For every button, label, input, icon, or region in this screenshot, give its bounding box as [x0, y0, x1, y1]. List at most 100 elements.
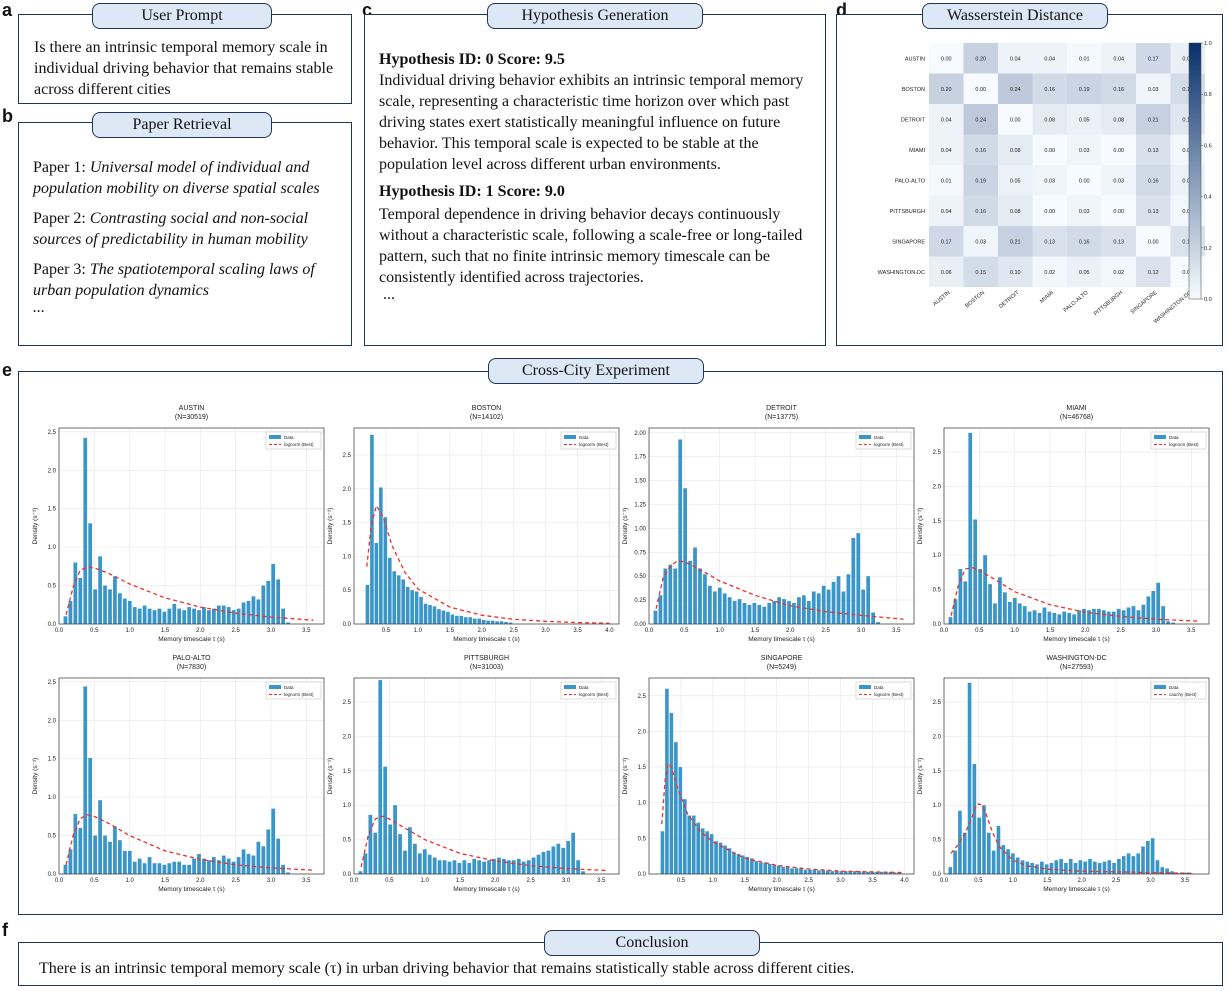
legend-swatch-data [859, 435, 871, 439]
histogram-bar [821, 870, 826, 874]
heatmap-row-label: DETROIT [901, 117, 926, 123]
histogram-bar [777, 597, 782, 624]
histogram-bar [893, 872, 897, 874]
histogram-bar [1093, 861, 1097, 874]
histogram-bar [152, 863, 157, 874]
histogram-bar [192, 858, 196, 874]
histogram-title: AUSTIN [179, 405, 205, 412]
legend-label: Data [579, 435, 589, 440]
histogram-bar [142, 863, 147, 874]
x-tick-label: 3.5 [868, 878, 877, 884]
histogram-bar [875, 871, 879, 874]
histogram-bar [368, 814, 373, 874]
histogram-bar [772, 601, 777, 624]
heatmap-value: 0.21 [1010, 239, 1021, 245]
heatmap-cell [1067, 134, 1102, 165]
histogram-title: PITTSBURGH [464, 655, 509, 662]
x-tick-label: 2.0 [1077, 878, 1086, 884]
paper-item: Paper 2: Contrasting social and non-soci… [33, 208, 343, 250]
heatmap-value: 0.17 [941, 239, 952, 245]
x-tick-label: 1.5 [161, 628, 170, 634]
histogram-bar [1025, 861, 1030, 874]
histogram-singapore: SINGAPORE (N=5249) 0.0 0.5 1.0 1.5 2.0 2.5 0.5 1.… [622, 655, 915, 893]
histogram-bar [888, 871, 893, 874]
histogram-bar [455, 615, 459, 624]
hypothesis-box: Hypothesis ID: 0 Score: 9.5 Individual d… [364, 14, 826, 346]
hypothesis-header: Hypothesis Generation [487, 3, 703, 29]
histogram-bar [256, 841, 261, 874]
heatmap-value: 0.04 [1113, 56, 1124, 62]
histogram-bar [383, 517, 388, 624]
heatmap-cell [1067, 43, 1102, 74]
histogram-bar [410, 590, 414, 624]
x-tick-label: 2.0 [196, 628, 205, 634]
colorbar-tick-label: 0.0 [1204, 297, 1212, 303]
histogram-bar [177, 608, 182, 624]
histogram-bar [821, 585, 826, 624]
histogram-bar [967, 682, 972, 874]
histogram-bar [502, 858, 506, 874]
histogram-bar [281, 864, 285, 874]
histogram-bar [848, 871, 852, 874]
histogram-bar [972, 763, 977, 874]
histogram-bar [566, 840, 571, 874]
heatmap-cell [1032, 195, 1067, 226]
heatmap-cell [929, 73, 964, 104]
heatmap-value: 0.10 [1182, 117, 1193, 123]
histogram-bar [1011, 853, 1015, 874]
panel-letter-d: d [836, 0, 847, 20]
histogram-bar [187, 607, 192, 624]
x-tick-label: 3.0 [857, 628, 866, 634]
histogram-bar [696, 822, 701, 874]
x-tick-label: 3.5 [302, 878, 311, 884]
y-axis-label: Density (s⁻¹) [327, 508, 334, 545]
histogram-bar [231, 610, 236, 624]
heatmap-cell [1032, 43, 1067, 74]
histogram-bar [226, 607, 231, 624]
histogram-bar [103, 835, 107, 874]
x-tick-label: 0.0 [645, 628, 654, 634]
legend-label: Data [874, 435, 884, 440]
histogram-bar [432, 857, 437, 874]
histogram-bar [762, 606, 767, 624]
heatmap-cell [929, 43, 964, 74]
y-tick-label: 1.5 [933, 519, 942, 525]
histogram-bar [747, 604, 752, 624]
histogram-bar [841, 591, 846, 624]
y-tick-label: 0.5 [933, 838, 942, 844]
x-tick-label: 3.0 [562, 878, 571, 884]
heatmap-value: 0.20 [975, 56, 986, 62]
histogram-bar [246, 600, 251, 624]
heatmap-cell [963, 195, 998, 226]
x-tick-label: 2.0 [786, 628, 795, 634]
heatmap-cell [929, 134, 964, 165]
histogram-bar [405, 586, 410, 624]
histogram-bar [1049, 862, 1054, 874]
histogram-bar [481, 619, 486, 624]
heatmap-row-label: PALO-ALTO [895, 178, 926, 184]
x-tick-label: 1.0 [125, 878, 134, 884]
histogram-bar [266, 580, 271, 624]
histogram-bar [492, 858, 496, 874]
legend-label: Data [284, 435, 294, 440]
histogram-palo-alto: PALO-ALTO (N=7830) 0.0 0.5 1.0 1.5 2.0 2.5 0.0 0.… [32, 655, 325, 893]
heatmap-cell [963, 73, 998, 104]
axes-frame [58, 677, 325, 875]
legend-swatch-data [269, 685, 281, 689]
heatmap-value: 0.00 [1182, 270, 1193, 276]
histogram-bar [991, 850, 996, 874]
x-tick-label: 2.5 [509, 628, 518, 634]
heatmap-value: 0.01 [1079, 56, 1090, 62]
heatmap-cell [1032, 226, 1067, 257]
histogram-bar [157, 863, 162, 874]
y-tick-label: 2.0 [343, 734, 352, 740]
heatmap-cell [1101, 195, 1136, 226]
histogram-bar [1102, 861, 1107, 874]
histogram-bar [998, 577, 1002, 624]
histogram-bar [103, 585, 107, 624]
histogram-bar [379, 487, 383, 624]
histogram-bar [1052, 612, 1057, 624]
panel-letter-b: b [2, 106, 13, 126]
histogram-bar [88, 523, 93, 624]
histogram-bar [457, 862, 462, 874]
